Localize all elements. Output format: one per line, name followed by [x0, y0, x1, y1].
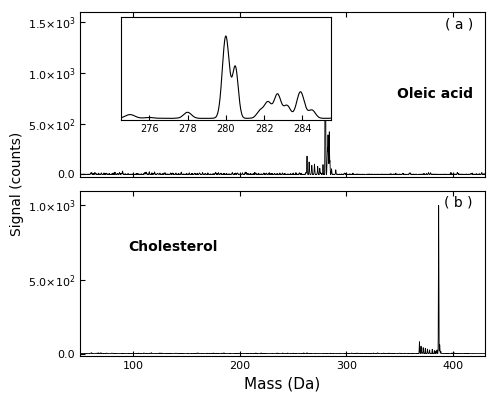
Text: Cholesterol: Cholesterol	[128, 240, 218, 254]
Text: Oleic acid: Oleic acid	[397, 87, 473, 101]
Text: ( b ): ( b )	[444, 196, 473, 209]
X-axis label: Mass (Da): Mass (Da)	[244, 376, 320, 391]
Text: ( a ): ( a )	[444, 17, 473, 31]
Text: Signal (counts): Signal (counts)	[10, 132, 24, 236]
